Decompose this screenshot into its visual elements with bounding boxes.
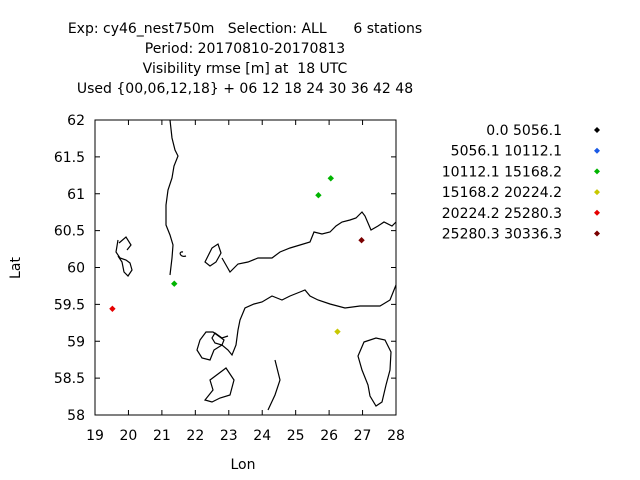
x-tick-label: 22 bbox=[186, 428, 204, 444]
y-tick-label: 58 bbox=[67, 408, 85, 424]
y-tick-label: 60 bbox=[67, 261, 85, 277]
y-axis: 58 58.5 59 59.5 60 60.5 61 61.5 62 bbox=[54, 113, 396, 424]
y-tick-label: 58.5 bbox=[54, 371, 85, 387]
legend-marker bbox=[594, 230, 600, 237]
x-tick-label: 19 bbox=[86, 428, 104, 444]
station-point bbox=[109, 305, 116, 312]
legend: 0.0 5056.1 5056.1 10112.1 10112.1 15168.2 1… bbox=[442, 123, 600, 243]
station-point bbox=[358, 237, 365, 244]
y-tick-label: 61.5 bbox=[54, 150, 85, 166]
y-tick-label: 59 bbox=[67, 334, 85, 350]
x-tick-label: 21 bbox=[153, 428, 171, 444]
y-axis-label: Lat bbox=[8, 257, 24, 279]
legend-marker bbox=[594, 147, 600, 154]
legend-label: 5056.1 10112.1 bbox=[451, 144, 562, 160]
x-axis: 19 20 21 22 23 24 25 26 27 28 bbox=[86, 120, 405, 444]
x-tick-label: 28 bbox=[387, 428, 405, 444]
station-point bbox=[315, 192, 322, 199]
legend-marker bbox=[594, 209, 600, 216]
legend-label: 0.0 5056.1 bbox=[486, 123, 562, 139]
legend-label: 15168.2 20224.2 bbox=[442, 185, 562, 201]
station-point bbox=[327, 175, 334, 182]
chart-title-line-2: Period: 20170810-20170813 bbox=[144, 41, 346, 57]
station-point bbox=[334, 328, 341, 335]
x-tick-label: 26 bbox=[320, 428, 338, 444]
coastline bbox=[115, 119, 397, 411]
y-tick-label: 62 bbox=[67, 113, 85, 129]
station-point bbox=[171, 280, 178, 287]
x-tick-label: 24 bbox=[253, 428, 271, 444]
legend-marker bbox=[594, 127, 600, 133]
legend-marker bbox=[594, 168, 600, 175]
x-tick-label: 25 bbox=[287, 428, 305, 444]
x-tick-label: 23 bbox=[220, 428, 238, 444]
legend-label: 25280.3 30336.3 bbox=[442, 227, 562, 243]
chart-title-line-1: Exp: cy46_nest750m Selection: ALL 6 stat… bbox=[67, 21, 423, 37]
x-axis-label: Lon bbox=[231, 457, 256, 473]
chart-title-line-3: Visibility rmse [m] at 18 UTC bbox=[142, 61, 348, 77]
x-tick-label: 27 bbox=[354, 428, 372, 444]
x-tick-label: 20 bbox=[120, 428, 138, 444]
y-tick-label: 60.5 bbox=[54, 224, 85, 240]
y-tick-label: 61 bbox=[67, 187, 85, 203]
y-tick-label: 59.5 bbox=[54, 297, 85, 313]
legend-label: 20224.2 25280.3 bbox=[442, 206, 562, 222]
legend-marker bbox=[594, 189, 600, 196]
station-points bbox=[109, 175, 365, 335]
plot-frame bbox=[94, 119, 397, 416]
chart-title-line-4: Used {00,06,12,18} + 06 12 18 24 30 36 4… bbox=[76, 81, 414, 97]
legend-label: 10112.1 15168.2 bbox=[442, 164, 562, 180]
